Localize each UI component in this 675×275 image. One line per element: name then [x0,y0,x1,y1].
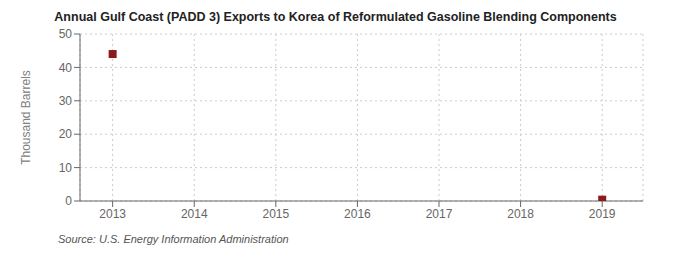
svg-text:Thousand Barrels: Thousand Barrels [19,70,33,165]
svg-text:2015: 2015 [262,207,289,221]
svg-text:2019: 2019 [589,207,616,221]
svg-text:20: 20 [59,127,73,141]
svg-text:2016: 2016 [344,207,371,221]
svg-text:10: 10 [59,161,73,175]
svg-text:40: 40 [59,61,73,75]
svg-text:50: 50 [59,27,73,41]
svg-text:2014: 2014 [181,207,208,221]
html-text:Source: U.S. Energy Informatio: Source: U.S. Energy Information Administ… [58,233,289,245]
svg-text:2013: 2013 [99,207,126,221]
svg-text:2018: 2018 [507,207,534,221]
svg-text:0: 0 [65,194,72,208]
html-text:Annual Gulf Coast (PADD 3) Exp: Annual Gulf Coast (PADD 3) Exports to Ko… [54,10,617,24]
svg-text:2017: 2017 [426,207,453,221]
svg-text:30: 30 [59,94,73,108]
